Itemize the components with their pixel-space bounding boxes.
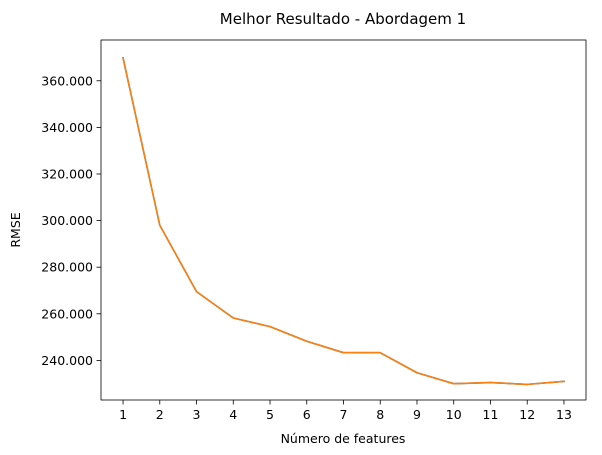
- chart-title: Melhor Resultado - Abordagem 1: [220, 10, 466, 28]
- y-tick-label: 340.000: [41, 120, 93, 135]
- y-tick-label: 320.000: [41, 166, 93, 181]
- x-tick-label: 2: [156, 407, 164, 422]
- x-tick-label: 11: [483, 407, 499, 422]
- y-tick-label: 360.000: [41, 73, 93, 88]
- x-tick-label: 7: [340, 407, 348, 422]
- x-tick-label: 13: [556, 407, 572, 422]
- y-tick-label: 240.000: [41, 353, 93, 368]
- x-tick-label: 4: [229, 407, 237, 422]
- y-axis-label: RMSE: [8, 212, 23, 247]
- x-axis-label: Número de features: [281, 431, 406, 446]
- x-tick-label: 5: [266, 407, 274, 422]
- x-tick-label: 6: [303, 407, 311, 422]
- series-line-2: [122, 56, 565, 386]
- x-tick-label: 10: [446, 407, 462, 422]
- y-tick-label: 300.000: [41, 213, 93, 228]
- x-tick-label: 1: [119, 407, 127, 422]
- x-tick-label: 12: [519, 407, 535, 422]
- x-tick-label: 3: [193, 407, 201, 422]
- y-tick-label: 280.000: [41, 260, 93, 275]
- x-tick-label: 9: [413, 407, 421, 422]
- plot-area: 1 2 3 4 5 6 7 8 9 10 11 12 13240.000260.000280.00030…: [41, 39, 587, 422]
- x-tick-label: 8: [376, 407, 384, 422]
- y-tick-label: 260.000: [41, 306, 93, 321]
